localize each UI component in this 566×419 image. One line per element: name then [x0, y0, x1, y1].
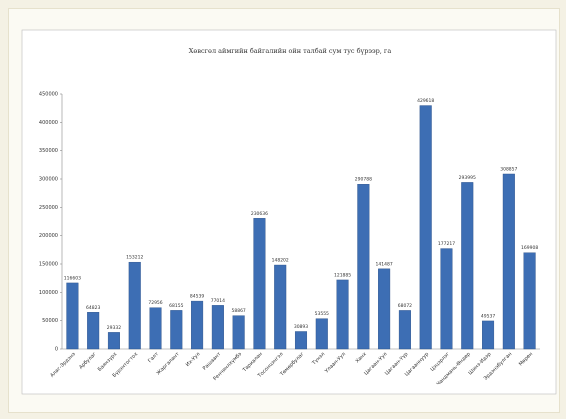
- bar: [502, 173, 515, 350]
- bar: [274, 264, 287, 350]
- y-tick-label: 250000: [39, 205, 58, 211]
- value-label: 177217: [438, 241, 455, 247]
- y-tick-label: 300000: [39, 177, 58, 183]
- value-label: 293995: [459, 175, 476, 181]
- bar: [336, 279, 349, 350]
- bar: [128, 261, 141, 350]
- value-label: 68072: [398, 303, 412, 309]
- value-label: 169908: [521, 245, 538, 251]
- value-label: 49537: [481, 313, 495, 319]
- value-label: 148202: [272, 258, 289, 264]
- bar: [440, 248, 453, 350]
- value-label: 290788: [355, 177, 372, 183]
- value-label: 429618: [417, 98, 434, 104]
- bar: [378, 268, 391, 350]
- bar: [482, 320, 495, 350]
- value-label: 141487: [376, 261, 393, 267]
- value-label: 58867: [231, 308, 245, 314]
- bar: [170, 310, 183, 350]
- bar: [419, 105, 432, 350]
- bar: [211, 305, 224, 350]
- bar: [523, 252, 536, 350]
- value-label: 121885: [334, 272, 351, 278]
- value-label: 53555: [315, 311, 329, 317]
- bar: [398, 310, 411, 350]
- value-label: 64823: [86, 305, 100, 311]
- chart-title: Хөвсгөл аймгийн байгалийн ойн талбай сум…: [189, 47, 392, 55]
- value-label: 230636: [251, 211, 268, 217]
- bar: [149, 307, 162, 350]
- bar: [87, 312, 100, 350]
- y-tick-label: 350000: [39, 148, 58, 154]
- value-label: 72956: [148, 300, 162, 306]
- bar: [461, 182, 474, 350]
- value-label: 30893: [294, 324, 308, 330]
- value-label: 84539: [190, 294, 204, 300]
- value-label: 308857: [500, 166, 517, 172]
- value-label: 68155: [169, 303, 183, 309]
- y-tick-label: 0: [55, 347, 58, 353]
- value-label: 77014: [211, 298, 225, 304]
- bar: [357, 184, 370, 350]
- value-label: 29332: [107, 325, 121, 331]
- bar: [191, 300, 204, 350]
- bar: [294, 331, 308, 350]
- bar: [66, 282, 79, 350]
- value-label: 153212: [126, 255, 143, 261]
- y-tick-label: 100000: [39, 290, 58, 296]
- bar: [315, 318, 328, 350]
- bar: [107, 332, 120, 350]
- bar: [253, 218, 266, 350]
- value-label: 116603: [64, 275, 81, 281]
- y-tick-label: 50000: [42, 318, 58, 324]
- y-tick-label: 450000: [39, 92, 58, 98]
- y-tick-label: 200000: [39, 233, 58, 239]
- bar: [232, 315, 245, 350]
- chart-area: [21, 29, 557, 395]
- y-tick-label: 150000: [39, 262, 58, 268]
- y-tick-label: 400000: [39, 120, 58, 126]
